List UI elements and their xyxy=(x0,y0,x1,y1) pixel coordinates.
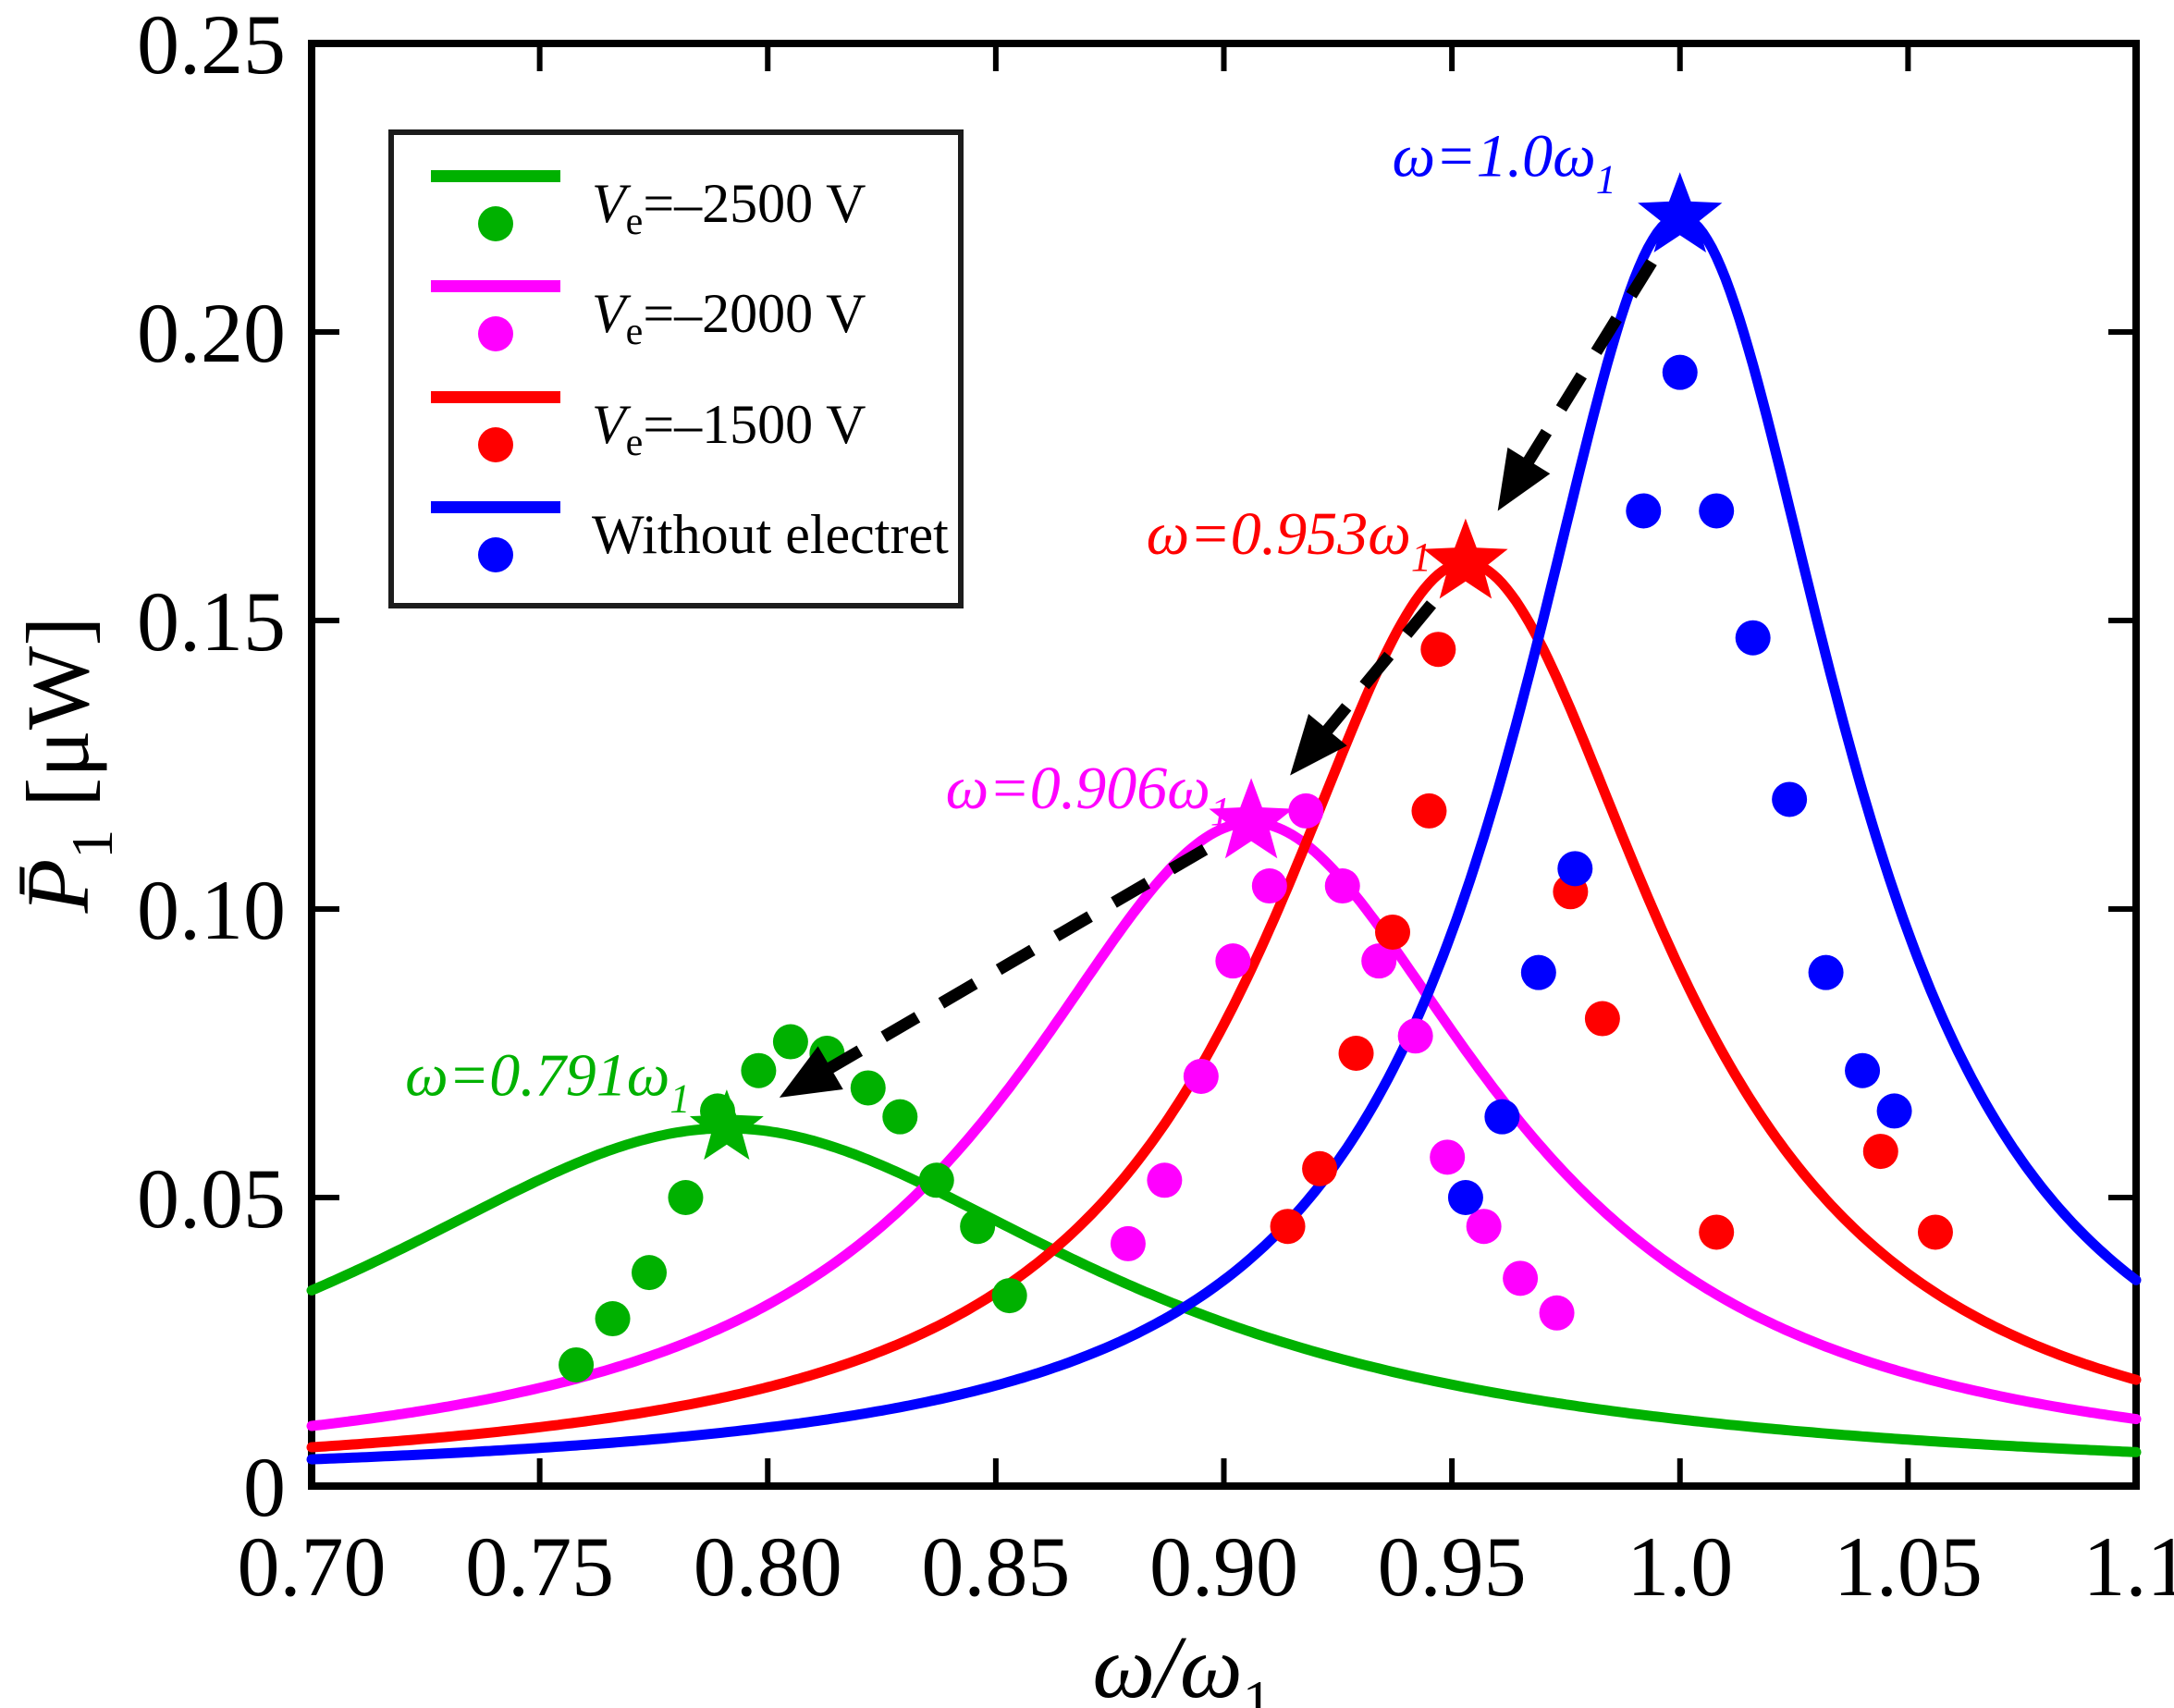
dot-Ve-2000V xyxy=(1324,868,1360,904)
legend-entry-3: Without electret xyxy=(427,485,958,584)
shift-arrow-line xyxy=(1314,600,1437,744)
curve-Ve-1500V xyxy=(306,558,2142,1453)
shift-arrow-line xyxy=(816,843,1209,1080)
dot-Ve-2500V xyxy=(960,1209,996,1245)
dot-Ve-2000V xyxy=(1397,1018,1433,1054)
dot-without-electret xyxy=(1484,1099,1520,1135)
shift-arrow-head xyxy=(1497,447,1551,511)
dot-Ve-2000V xyxy=(1251,868,1287,904)
legend-label: Ve=–2000 V xyxy=(592,283,866,354)
peak-star-Ve-1500V xyxy=(1423,518,1508,599)
x-tick-label: 0.70 xyxy=(238,1519,387,1614)
dot-Ve-2000V xyxy=(1147,1162,1183,1198)
legend-entry-2: Ve=–1500 V xyxy=(427,375,958,474)
dot-Ve-1500V xyxy=(1862,1134,1898,1170)
dot-Ve-1500V xyxy=(1420,632,1456,668)
curve-Ve-2500V xyxy=(306,1123,2142,1457)
curve-without-electret xyxy=(306,211,2142,1465)
dot-Ve-2000V xyxy=(1466,1209,1502,1245)
dot-Ve-1500V xyxy=(1302,1150,1338,1186)
legend-label: Ve=–2500 V xyxy=(592,172,866,243)
dot-without-electret xyxy=(1699,493,1735,529)
x-tick-label: 0.95 xyxy=(1378,1519,1527,1614)
legend-line-dot-icon xyxy=(431,390,560,462)
legend-entry-0: Ve=–2500 V xyxy=(427,154,958,253)
curve-Ve-2000V xyxy=(306,817,2142,1432)
shift-arrow-line xyxy=(1517,259,1657,475)
dot-Ve-1500V xyxy=(1584,1001,1620,1037)
dot-Ve-2500V xyxy=(559,1346,595,1382)
dot-Ve-2500V xyxy=(882,1099,918,1135)
legend-line-dot-icon xyxy=(431,280,560,352)
y-tick-label: 0.15 xyxy=(137,574,286,669)
peak-star-Ve-2000V xyxy=(1209,778,1294,859)
x-tick-label: 0.75 xyxy=(465,1519,614,1614)
annotation-Ve-2000V: ω=0.906ω1 xyxy=(946,755,1231,834)
dot-without-electret xyxy=(1447,1180,1483,1215)
y-axis-label: P̄1 [μW] xyxy=(8,617,125,915)
dot-Ve-1500V xyxy=(1411,793,1447,829)
legend-line-dot-icon xyxy=(431,501,560,573)
x-tick-label: 0.85 xyxy=(921,1519,1070,1614)
y-tick-label: 0.25 xyxy=(137,0,286,92)
peak-star-without-electret xyxy=(1638,172,1723,252)
dot-Ve-2000V xyxy=(1361,943,1397,979)
dot-without-electret xyxy=(1626,493,1662,529)
peak-star-Ve-2500V xyxy=(689,1089,764,1161)
dot-without-electret xyxy=(1662,354,1698,390)
legend: Ve=–2500 V Ve=–2000 V Ve=–1500 V Without el… xyxy=(388,129,964,608)
dot-Ve-1500V xyxy=(1917,1214,1953,1250)
dot-Ve-2500V xyxy=(668,1180,704,1215)
annotation-Ve-2500V: ω=0.791ω1 xyxy=(405,1042,690,1122)
legend-label: Ve=–1500 V xyxy=(592,393,866,464)
dot-Ve-1500V xyxy=(1699,1214,1735,1250)
x-tick-label: 1.05 xyxy=(1834,1519,1983,1614)
y-tick-label: 0.10 xyxy=(137,863,286,957)
dot-Ve-2500V xyxy=(772,1024,808,1060)
legend-label: Without electret xyxy=(592,504,949,566)
shift-arrow-head xyxy=(1290,713,1347,776)
x-tick-label: 1.0 xyxy=(1627,1519,1733,1614)
y-tick-label: 0.05 xyxy=(137,1151,286,1246)
x-axis-label: ω/ω1 xyxy=(1092,1617,1271,1708)
dot-Ve-2000V xyxy=(1215,943,1251,979)
shift-arrow-head xyxy=(779,1046,843,1098)
dot-without-electret xyxy=(1520,954,1556,990)
dot-Ve-1500V xyxy=(1338,1036,1374,1071)
dot-Ve-2000V xyxy=(1110,1225,1146,1261)
annotation-Ve-1500V: ω=0.953ω1 xyxy=(1147,500,1431,580)
dot-Ve-2000V xyxy=(1503,1260,1539,1296)
dot-Ve-2500V xyxy=(850,1070,886,1106)
dot-Ve-2000V xyxy=(1430,1139,1466,1175)
y-tick-label: 0.20 xyxy=(137,286,286,380)
dot-Ve-1500V xyxy=(1270,1209,1306,1245)
dot-Ve-2500V xyxy=(595,1301,631,1337)
dot-Ve-2500V xyxy=(918,1162,954,1198)
dot-Ve-2500V xyxy=(741,1052,777,1088)
axes-frame xyxy=(308,40,2140,1490)
dot-Ve-2000V xyxy=(1288,793,1324,829)
dot-without-electret xyxy=(1808,954,1844,990)
legend-entry-1: Ve=–2000 V xyxy=(427,264,958,363)
x-tick-label: 0.80 xyxy=(694,1519,842,1614)
dot-Ve-2000V xyxy=(1183,1058,1219,1094)
dot-Ve-2000V xyxy=(1539,1295,1575,1331)
dot-without-electret xyxy=(1876,1093,1912,1129)
dot-Ve-1500V xyxy=(1375,914,1411,950)
y-tick-label: 0 xyxy=(243,1440,286,1534)
x-tick-label: 1.1 xyxy=(2083,1519,2174,1614)
dot-Ve-2500V xyxy=(991,1278,1027,1314)
x-tick-label: 0.90 xyxy=(1149,1519,1298,1614)
annotation-without-electret: ω=1.0ω1 xyxy=(1392,123,1615,203)
dot-Ve-2500V xyxy=(632,1255,668,1291)
dot-without-electret xyxy=(1772,781,1808,817)
dot-without-electret xyxy=(1557,851,1593,887)
dot-without-electret xyxy=(1845,1052,1881,1088)
dot-without-electret xyxy=(1735,620,1771,656)
legend-line-dot-icon xyxy=(431,169,560,241)
